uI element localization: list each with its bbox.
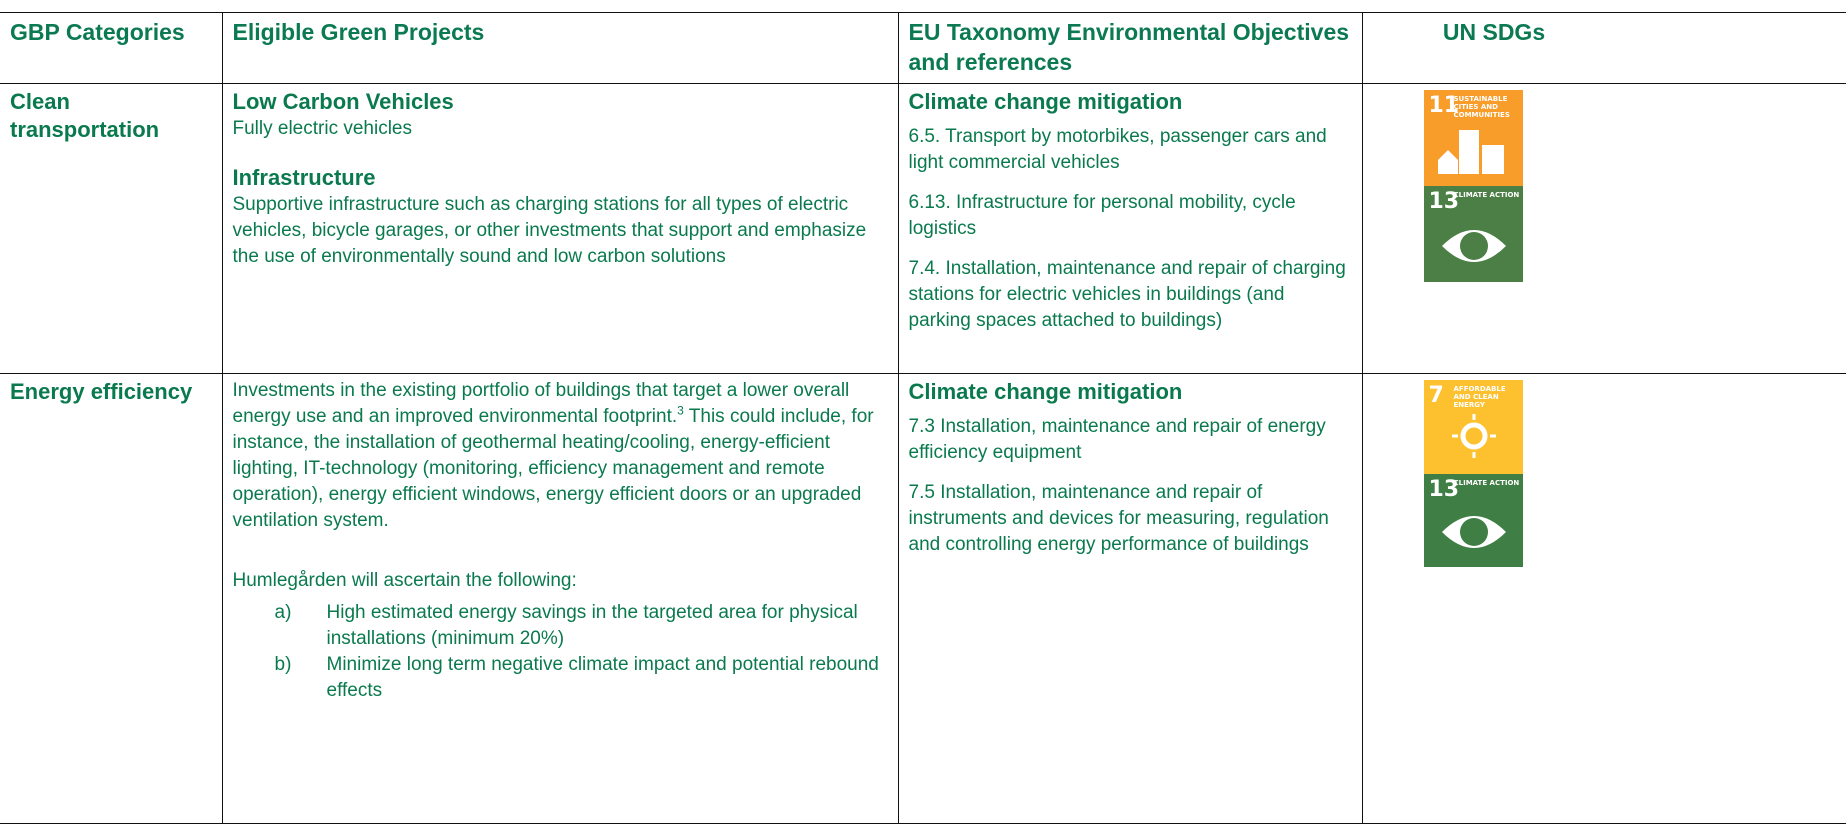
text: Investments in the existing portfolio of… (232, 380, 850, 427)
sdg-icon: 7 AFFORDABLE AND CLEAN ENERGY (1423, 380, 1523, 474)
item-text: Minimize long term negative climate impa… (326, 654, 879, 701)
list-item: a) High estimated energy savings in the t… (263, 600, 888, 652)
project-heading: Low Carbon Vehicles (232, 89, 454, 114)
sdg-number: 13 (1428, 189, 1460, 214)
eu-item: 7.4. Installation, maintenance and repai… (908, 258, 1346, 331)
sdg-number: 7 (1428, 383, 1444, 408)
eye-icon (1441, 230, 1506, 262)
project-text: Supportive infrastructure such as chargi… (232, 194, 867, 267)
list: a) High estimated energy savings in the t… (233, 600, 888, 704)
table: GBP Categories Eligible Green Projects E… (0, 12, 1846, 824)
sun-icon (1451, 414, 1496, 458)
sdg-number: 13 (1428, 477, 1460, 502)
sdg-label: CLIMATE ACTION (1453, 479, 1520, 487)
header-row: GBP Categories Eligible Green Projects E… (0, 12, 1846, 84)
sdg-label: AFFORDABLE AND CLEAN ENERGY (1453, 385, 1506, 409)
sdg-icon: 13 CLIMATE ACTION (1423, 474, 1523, 567)
sdg-icon: 13 CLIMATE ACTION (1423, 186, 1523, 282)
city-icon (1437, 130, 1504, 174)
marker: b) (274, 654, 292, 675)
sdgs: 7 AFFORDABLE AND CLEAN ENERGY 13 CLIMATE A… (1361, 373, 1846, 824)
sdgs: 11 SUSTAINABLE CITIES AND COMMUNITIES 13 C… (1361, 83, 1846, 374)
eu-item: 7.3 Installation, maintenance and repair… (908, 416, 1326, 463)
sdg-icon: 11 SUSTAINABLE CITIES AND COMMUNITIES (1423, 90, 1523, 186)
text: This could include, for instance, the in… (232, 406, 874, 531)
header-cell: UN SDGs (1361, 12, 1846, 84)
row: Energy efficiency Investments in the exi… (0, 373, 1846, 824)
category: Clean transportation (0, 83, 223, 374)
projects: Investments in the existing portfolio of… (221, 373, 899, 824)
eu-heading: Climate change mitigation (908, 379, 1183, 404)
sdg-icons: 11 SUSTAINABLE CITIES AND COMMUNITIES 13 C… (1423, 90, 1836, 282)
header-cell: EU Taxonomy Environmental Objectives and… (897, 12, 1363, 84)
item-text: High estimated energy savings in the tar… (326, 602, 858, 649)
footnote: 3 (677, 403, 684, 418)
eu-item: 7.5 Installation, maintenance and repair… (908, 482, 1329, 555)
eu-taxonomy: Climate change mitigation 7.3 Installati… (897, 373, 1363, 824)
header-cell: Eligible Green Projects (221, 12, 899, 84)
header-cell: GBP Categories (0, 12, 223, 84)
projects: Low Carbon Vehicles Fully electric vehic… (221, 83, 899, 374)
marker: a) (274, 602, 292, 623)
sdg-label: SUSTAINABLE CITIES AND COMMUNITIES (1453, 95, 1510, 119)
eu-item: 6.13. Infrastructure for personal mobili… (908, 192, 1296, 239)
list-item: b) Minimize long term negative climate im… (263, 652, 888, 704)
project-text: Fully electric vehicles (232, 118, 413, 139)
eu-item: 6.5. Transport by motorbikes, passenger … (908, 126, 1327, 173)
sdg-label: CLIMATE ACTION (1453, 191, 1520, 199)
project-text: Investments in the existing portfolio of… (233, 378, 888, 534)
row: Clean transportation Low Carbon Vehicles… (0, 83, 1846, 374)
sdg-number: 11 (1428, 93, 1460, 118)
project-heading: Infrastructure (232, 165, 376, 190)
sdg-icons: 7 AFFORDABLE AND CLEAN ENERGY 13 CLIMATE A… (1423, 380, 1836, 567)
intro: Humlegården will ascertain the following… (232, 570, 577, 591)
eu-taxonomy: Climate change mitigation 6.5. Transport… (897, 83, 1363, 374)
eye-icon (1441, 516, 1506, 548)
eu-heading: Climate change mitigation (908, 89, 1183, 114)
category: Energy efficiency (0, 373, 223, 824)
